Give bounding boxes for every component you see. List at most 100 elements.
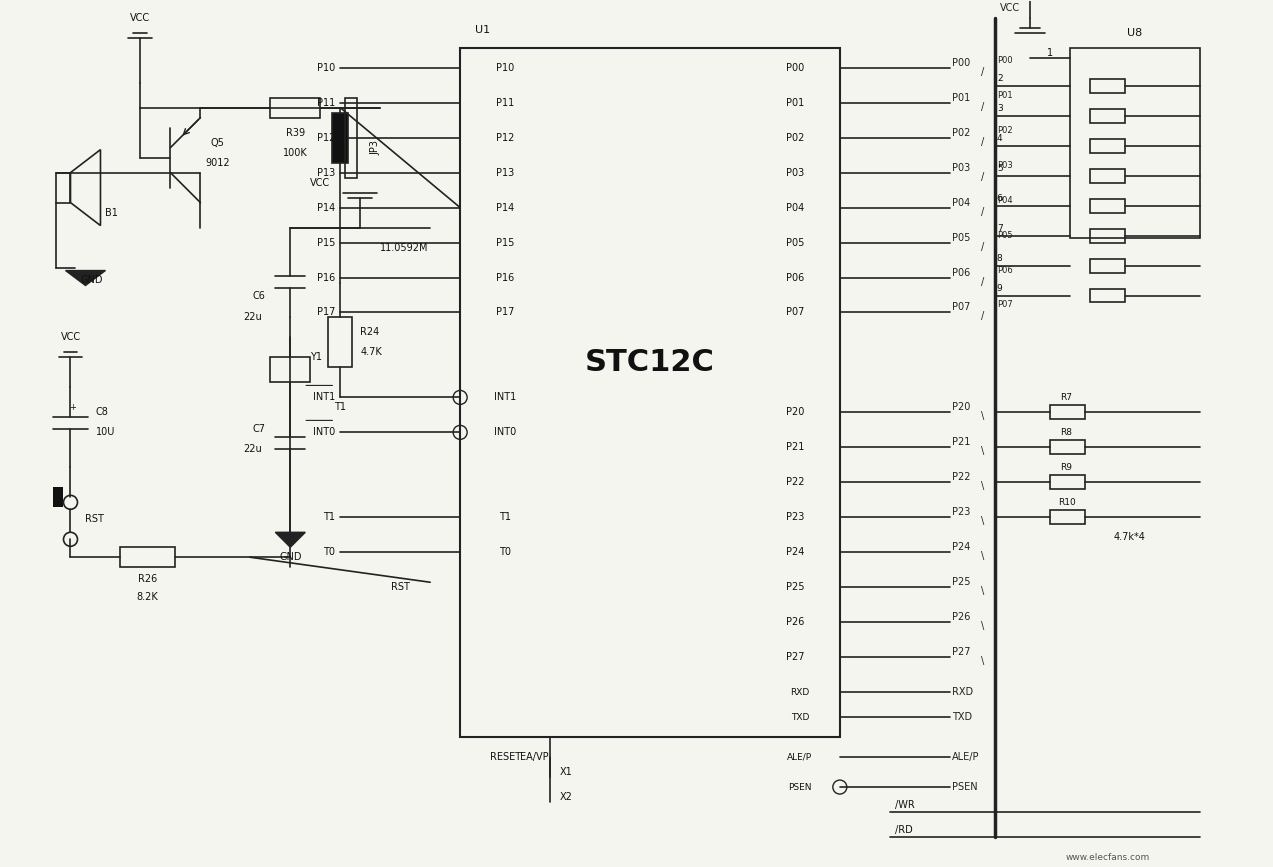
Text: 5: 5: [997, 164, 1003, 173]
Text: B1: B1: [106, 207, 118, 218]
Text: JP3: JP3: [370, 140, 381, 155]
Text: C8: C8: [95, 407, 108, 417]
Text: P06: P06: [952, 268, 970, 277]
Text: P04: P04: [997, 196, 1012, 205]
Text: P05: P05: [952, 232, 970, 243]
Text: P11: P11: [317, 98, 335, 108]
Text: www.elecfans.com: www.elecfans.com: [1066, 852, 1150, 862]
Polygon shape: [275, 532, 306, 547]
Text: 7: 7: [997, 224, 1003, 233]
Text: P14: P14: [496, 203, 514, 212]
Text: PSEN: PSEN: [788, 783, 812, 792]
Text: P07: P07: [952, 303, 970, 312]
Text: P01: P01: [952, 93, 970, 102]
Text: P21: P21: [952, 437, 970, 447]
Text: VCC: VCC: [999, 3, 1020, 13]
Text: INT1: INT1: [313, 393, 335, 402]
Text: P00: P00: [952, 58, 970, 68]
Text: P12: P12: [496, 133, 514, 143]
Text: U1: U1: [475, 25, 490, 35]
Text: X1: X1: [560, 767, 573, 777]
Text: T1: T1: [335, 402, 346, 413]
Text: 8.2K: 8.2K: [136, 592, 158, 603]
Text: INT0: INT0: [494, 427, 517, 437]
Text: P02: P02: [785, 133, 805, 143]
Text: /: /: [980, 172, 984, 181]
Text: T1: T1: [499, 512, 512, 522]
Text: P17: P17: [317, 308, 335, 317]
Text: VCC: VCC: [311, 178, 330, 187]
Text: P27: P27: [785, 652, 805, 662]
Text: /: /: [980, 242, 984, 251]
Text: RST: RST: [391, 583, 410, 592]
Text: EA/VP: EA/VP: [521, 752, 549, 762]
Text: VCC: VCC: [60, 332, 80, 342]
Polygon shape: [65, 271, 106, 285]
Text: RESET: RESET: [490, 752, 521, 762]
Text: R26: R26: [137, 574, 157, 584]
Text: \: \: [980, 481, 984, 492]
Text: P02: P02: [952, 127, 970, 138]
Text: P02: P02: [997, 126, 1012, 134]
Text: /: /: [980, 206, 984, 217]
Text: /: /: [980, 101, 984, 112]
Text: P10: P10: [496, 62, 514, 73]
Text: P25: P25: [785, 583, 805, 592]
Text: \: \: [980, 622, 984, 631]
Text: P01: P01: [997, 91, 1012, 100]
Text: X2: X2: [560, 792, 573, 802]
Text: P12: P12: [317, 133, 335, 143]
Text: P03: P03: [952, 163, 970, 173]
Text: \: \: [980, 412, 984, 421]
Text: P13: P13: [317, 167, 335, 178]
Text: /: /: [980, 137, 984, 147]
Text: \: \: [980, 586, 984, 596]
Text: INT0: INT0: [313, 427, 335, 437]
Text: P16: P16: [496, 272, 514, 283]
Text: P07: P07: [785, 308, 805, 317]
Text: P06: P06: [785, 272, 805, 283]
Text: P04: P04: [785, 203, 805, 212]
Text: P20: P20: [952, 402, 970, 413]
Text: P00: P00: [997, 55, 1012, 65]
Text: 1: 1: [1046, 48, 1053, 58]
Text: P20: P20: [785, 407, 805, 417]
Text: P06: P06: [997, 265, 1012, 275]
Text: 6: 6: [997, 194, 1003, 203]
Text: P13: P13: [496, 167, 514, 178]
Text: P22: P22: [785, 478, 805, 487]
Text: T0: T0: [499, 547, 512, 557]
Text: ALE/P: ALE/P: [787, 753, 812, 761]
Text: GND: GND: [80, 275, 103, 284]
Text: 4: 4: [997, 134, 1003, 143]
Text: R8: R8: [1060, 428, 1073, 437]
Text: 11.0592M: 11.0592M: [381, 243, 429, 252]
Text: \: \: [980, 447, 984, 456]
Text: P03: P03: [785, 167, 805, 178]
Text: /RD: /RD: [895, 825, 913, 835]
Text: 4.7K: 4.7K: [360, 348, 382, 357]
Text: /: /: [980, 311, 984, 322]
Text: Q5: Q5: [210, 138, 224, 147]
Text: RXD: RXD: [952, 688, 973, 697]
Text: /WR: /WR: [895, 800, 914, 810]
Text: P23: P23: [785, 512, 805, 522]
Text: TXD: TXD: [791, 713, 810, 721]
Text: \: \: [980, 656, 984, 666]
Text: P27: P27: [952, 647, 970, 657]
Text: 3: 3: [997, 104, 1003, 114]
Text: R10: R10: [1058, 498, 1076, 507]
Text: P16: P16: [317, 272, 335, 283]
Text: 2: 2: [997, 75, 1003, 83]
Text: ALE/P: ALE/P: [952, 752, 979, 762]
Text: P05: P05: [997, 231, 1012, 239]
Text: P00: P00: [785, 62, 805, 73]
Text: \: \: [980, 517, 984, 526]
Text: STC12C: STC12C: [586, 348, 715, 377]
Text: P24: P24: [785, 547, 805, 557]
Text: P03: P03: [997, 160, 1012, 170]
Text: +: +: [69, 403, 76, 412]
Text: P11: P11: [496, 98, 514, 108]
Text: P05: P05: [785, 238, 805, 248]
Text: INT1: INT1: [494, 393, 517, 402]
